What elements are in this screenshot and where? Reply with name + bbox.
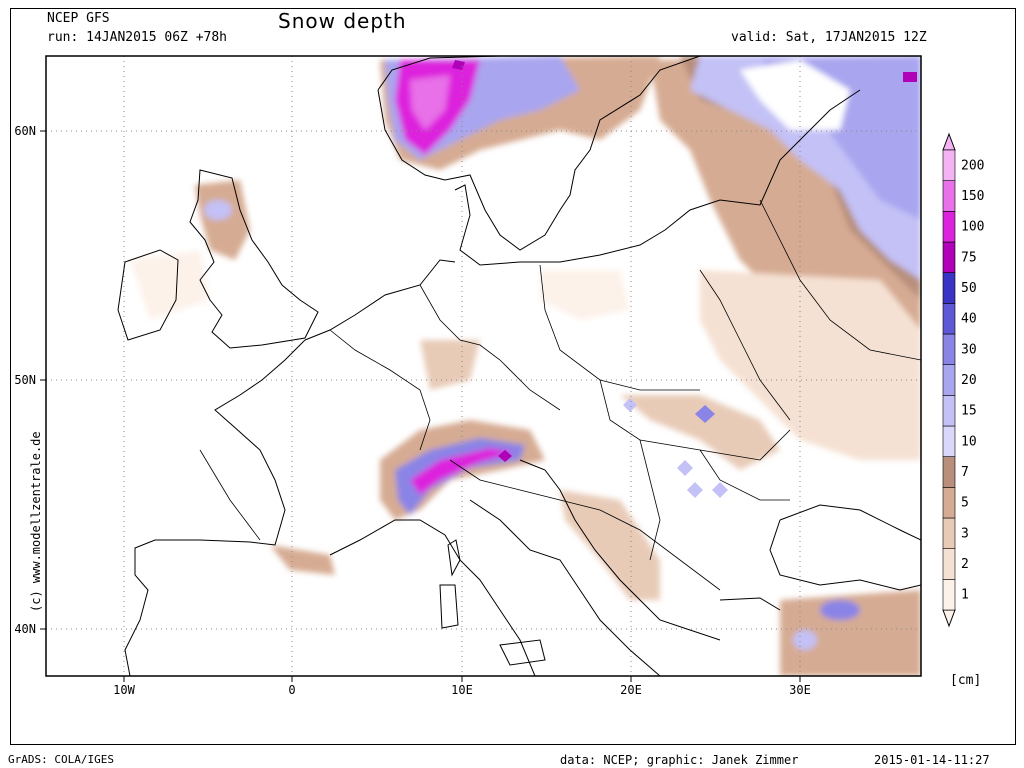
colorbar-swatch — [942, 364, 956, 396]
colorbar-swatch — [942, 241, 956, 273]
colorbar-swatch — [942, 333, 956, 365]
colorbar-swatch — [942, 272, 956, 304]
footer-timestamp: 2015-01-14-11:27 — [874, 753, 990, 767]
colorbar-level-label: 5 — [961, 496, 969, 511]
colorbar-swatch — [942, 517, 956, 549]
model-source: NCEP GFS — [47, 11, 110, 26]
colorbar-swatch — [942, 180, 956, 212]
colorbar-level-label: 10 — [961, 434, 977, 449]
colorbar-level-label: 15 — [961, 404, 977, 419]
colorbar-level-label: 50 — [961, 281, 977, 296]
borders — [199, 199, 921, 591]
colorbar-arrow-bottom — [942, 609, 956, 628]
lon-label-10e: 10E — [451, 683, 473, 697]
colorbar-level-label: 1 — [961, 588, 969, 603]
colorbar-swatch — [942, 303, 956, 335]
lon-label-30e: 30E — [789, 683, 811, 697]
lat-label-50n: 50N — [14, 373, 36, 387]
colorbar-level-label: 200 — [961, 158, 984, 173]
map-title: Snow depth — [278, 9, 407, 33]
colorbar-level-label: 30 — [961, 342, 977, 357]
snow-spots — [452, 60, 917, 498]
colorbar-swatch — [942, 579, 956, 611]
colorbar-level-label: 20 — [961, 373, 977, 388]
colorbar-swatch — [942, 487, 956, 519]
colorbar-level-label: 40 — [961, 312, 977, 327]
lon-label-0: 0 — [288, 683, 295, 697]
colorbar-swatch — [942, 425, 956, 457]
colorbar-level-label: 75 — [961, 250, 977, 265]
colorbar-level-label: 100 — [961, 220, 984, 235]
colorbar-swatch — [942, 149, 956, 181]
figure-frame — [10, 8, 1016, 745]
map-canvas — [46, 56, 921, 676]
lat-label-60n: 60N — [14, 124, 36, 138]
valid-time: valid: Sat, 17JAN2015 12Z — [731, 30, 927, 45]
colorbar-swatch — [942, 211, 956, 243]
run-info: run: 14JAN2015 06Z +78h — [47, 30, 228, 45]
colorbar-level-label: 2 — [961, 557, 969, 572]
colorbar-arrow-top — [942, 132, 956, 151]
axis-labels: 10W 0 10E 20E 30E 60N 50N 40N — [14, 124, 811, 697]
footer-credit: data: NCEP; graphic: Janek Zimmer — [560, 753, 799, 767]
colorbar-swatch — [942, 548, 956, 580]
lon-label-20e: 20E — [620, 683, 642, 697]
colorbar: 1 2 3 5 7 10 15 20 30 40 50 75 100 150 200 — [942, 132, 984, 628]
lon-label-10w: 10W — [113, 683, 135, 697]
lat-lon-grid — [46, 56, 921, 676]
snow-depth-shading — [130, 56, 921, 676]
map-border — [45, 55, 922, 677]
axis-ticks — [40, 130, 801, 682]
colorbar-level-label: 150 — [961, 189, 984, 204]
colorbar-unit: [cm] — [950, 673, 981, 688]
lat-label-40n: 40N — [14, 622, 36, 636]
colorbar-swatch — [942, 395, 956, 427]
footer-software: GrADS: COLA/IGES — [8, 753, 114, 766]
colorbar-level-label: 7 — [961, 465, 969, 480]
colorbar-swatch — [942, 456, 956, 488]
colorbar-level-label: 3 — [961, 526, 969, 541]
